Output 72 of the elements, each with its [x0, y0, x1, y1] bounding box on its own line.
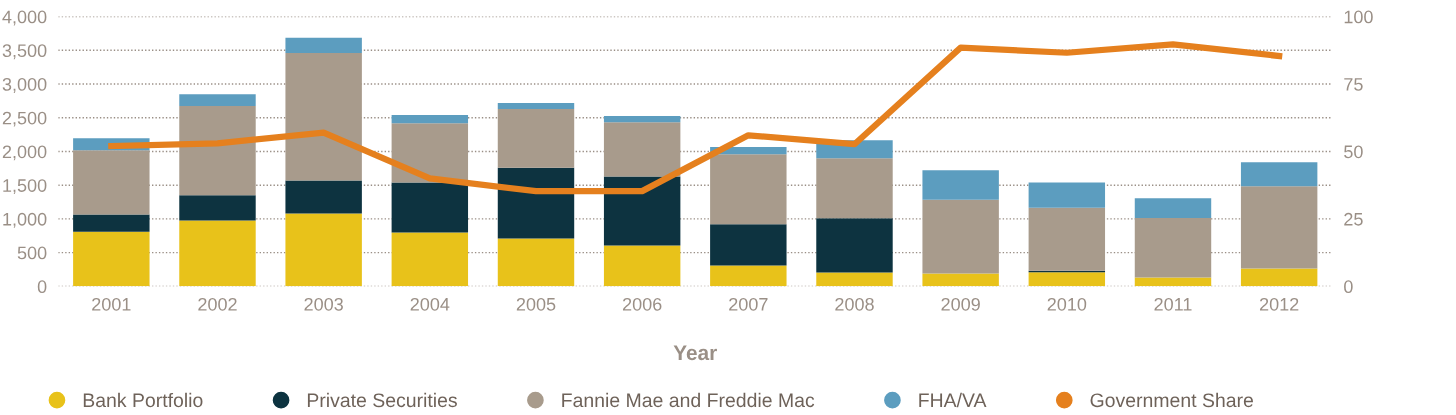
legend-label: Bank Portfolio	[83, 392, 203, 408]
y-tick-label: 1,000	[3, 212, 47, 228]
bar	[1028, 182, 1106, 208]
y-tick-label: 0	[37, 280, 47, 294]
x-tick-label: 2006	[622, 297, 662, 311]
bar	[816, 272, 893, 287]
x-tick-label: 2007	[729, 297, 768, 311]
bar	[285, 53, 362, 181]
bar	[73, 214, 150, 232]
x-tick-label: 2008	[835, 297, 874, 311]
bar	[497, 102, 575, 109]
x-tick-label: 2005	[516, 297, 556, 311]
legend-label: FHA/VA	[919, 392, 987, 408]
legend-label: Government Share	[1090, 392, 1253, 408]
y2-tick-label: 0	[1344, 280, 1353, 294]
y-tick-label: 3,500	[2, 44, 47, 60]
bar	[391, 232, 469, 287]
bar	[1134, 198, 1212, 218]
bar	[285, 37, 362, 54]
bar	[603, 116, 681, 123]
bar	[179, 105, 256, 196]
x-tick-label: 2010	[1047, 297, 1087, 311]
legend-label: Private Securities	[307, 392, 457, 408]
bar	[710, 265, 787, 287]
x-tick-label: 2011	[1154, 297, 1192, 311]
y2-tick-label: 50	[1344, 145, 1363, 159]
bar	[603, 176, 681, 246]
bar	[1028, 207, 1106, 271]
bar	[922, 199, 999, 274]
bar	[73, 150, 150, 215]
x-tick-label: 2004	[410, 297, 450, 311]
bar	[922, 170, 999, 200]
y-tick-label: 2,500	[2, 111, 47, 127]
bar	[285, 180, 362, 214]
y2-tick-label: 25	[1344, 212, 1363, 226]
legend-label: Fannie Mae and Freddie Mac	[562, 392, 815, 408]
bar	[391, 115, 469, 124]
bar	[1240, 162, 1318, 187]
bar	[497, 108, 575, 168]
bar	[603, 122, 681, 177]
bar	[922, 273, 999, 287]
x-axis-title: Year	[673, 345, 717, 361]
bar	[1134, 277, 1212, 287]
y2-tick-label: 100	[1344, 10, 1373, 24]
y-tick-label: 3,000	[2, 77, 47, 93]
bar	[1028, 272, 1106, 287]
bar	[1240, 268, 1318, 287]
x-tick-label: 2012	[1259, 297, 1299, 311]
bar	[497, 167, 575, 239]
y-tick-label: 500	[17, 246, 47, 260]
x-tick-label: 2009	[941, 297, 980, 311]
y2-tick-label: 75	[1344, 78, 1363, 91]
bar	[710, 224, 787, 266]
y-tick-label: 4,000	[2, 10, 47, 26]
y-tick-label: 2,000	[2, 145, 47, 161]
y-tick-label: 1,500	[3, 179, 47, 195]
bar	[816, 158, 893, 219]
bar	[73, 231, 150, 287]
bar	[179, 195, 256, 221]
bar	[816, 218, 893, 273]
bar	[1134, 217, 1212, 278]
bar	[497, 238, 575, 287]
bar	[179, 94, 256, 106]
bar	[603, 245, 681, 287]
bar	[391, 182, 469, 233]
bar	[285, 213, 362, 287]
x-tick-label: 2002	[198, 297, 237, 311]
x-tick-label: 2003	[304, 297, 343, 311]
bar	[710, 154, 787, 225]
x-tick-label: 2001	[92, 297, 131, 311]
bar	[179, 220, 256, 287]
bar	[1240, 186, 1318, 269]
